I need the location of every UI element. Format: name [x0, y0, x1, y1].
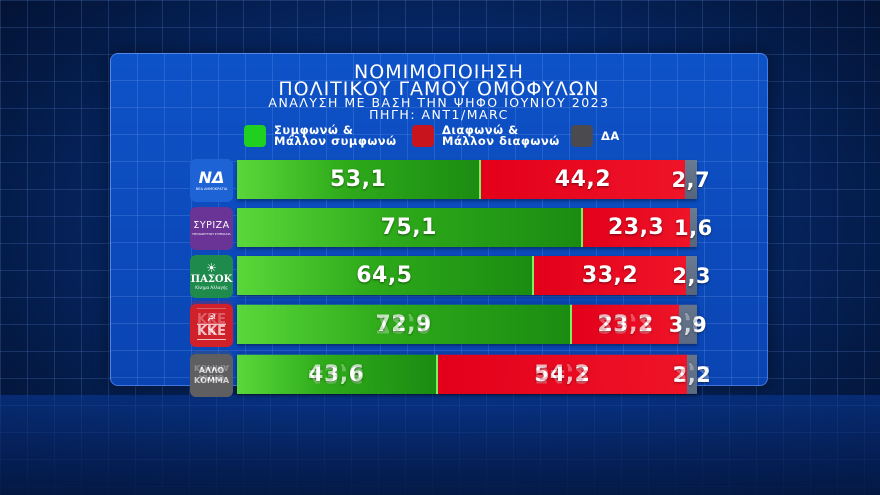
stacked-bar: 72,9 23,2 3,9: [237, 305, 707, 344]
party-logo: ΝΔ ΝΕΑ ΔΗΜΟΚΡΑΤΙΑ: [190, 159, 233, 202]
bar-segment-agree: 53,1: [237, 160, 482, 199]
chart-source: ΠΗΓΗ: ΑΝΤ1/MARC: [369, 107, 509, 122]
bar-segment-disagree: 33,2: [533, 256, 687, 295]
legend-item-na: ΔΑ: [571, 125, 620, 147]
bar-segment-disagree: 23,3: [582, 208, 690, 247]
stacked-bar: 43,6 54,2 2,2: [237, 355, 711, 394]
legend-swatch-disagree: [412, 125, 434, 147]
bar-segment-disagree: 54,2: [437, 355, 687, 394]
chart-title-line1: ΝΟΜΙΜΟΠΟΙΗΣΗ: [354, 61, 524, 83]
bar-segment-na: 2,3: [672, 256, 711, 295]
party-logo: ΣΥΡΙΖΑ ΠΡΟΟΔΕΥΤΙΚΗ ΣΥΜΜΑΧΙΑ: [190, 207, 233, 250]
bar-segment-agree: 75,1: [237, 208, 583, 247]
party-logo: ☭ ΚΚΕ: [190, 304, 233, 347]
bar-segment-na: 1,6: [674, 208, 712, 247]
bar-segment-na: 2,2: [673, 355, 711, 394]
legend-item-disagree: Διαφωνώ & Μάλλον διαφωνώ: [412, 124, 560, 147]
chart-subtitle: ΑΝΑΛΥΣΗ ΜΕ ΒΑΣΗ ΤΗΝ ΨΗΦΟ ΙΟΥΝΙΟΥ 2023: [268, 95, 610, 110]
bar-segment-disagree: 23,2: [572, 305, 679, 344]
bar-segment-agree: 64,5: [237, 256, 534, 295]
stacked-bar: 75,1 23,3 1,6: [237, 208, 712, 247]
bar-segment-na: 2,7: [671, 160, 710, 199]
stacked-bar: 64,5 33,2 2,3: [237, 256, 711, 295]
legend-item-agree: Συμφωνώ & Μάλλον συμφωνώ: [244, 124, 397, 147]
legend-swatch-agree: [244, 125, 266, 147]
party-logo: ΑΛΛΟ ΚΟΜΜΑ: [190, 354, 233, 397]
stacked-bar: 53,1 44,2 2,7: [237, 160, 710, 199]
bar-segment-disagree: 44,2: [481, 160, 685, 199]
legend-swatch-na: [571, 125, 593, 147]
floor-reflection-area: [0, 395, 880, 495]
bar-segment-na: 3,9: [669, 305, 707, 344]
bar-segment-agree: 43,6: [237, 355, 438, 394]
bar-segment-agree: 72,9: [237, 305, 573, 344]
chart-title-line2: ΠΟΛΙΤΙΚΟΥ ΓΑΜΟΥ ΟΜΟΦΥΛΩΝ: [278, 78, 600, 100]
party-logo: ☀ ΠΑΣΟΚ Κίνημα Αλλαγής: [190, 255, 233, 298]
